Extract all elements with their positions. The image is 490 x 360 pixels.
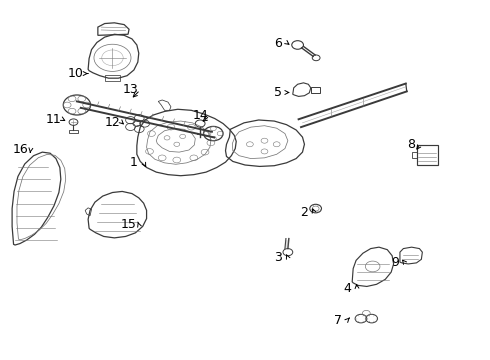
Text: 4: 4 [343, 283, 351, 296]
Text: 1: 1 [130, 156, 138, 169]
Bar [311, 87, 319, 93]
Text: 3: 3 [274, 251, 282, 264]
Text: 15: 15 [121, 218, 137, 231]
Text: 13: 13 [122, 84, 138, 96]
Text: 12: 12 [104, 116, 121, 129]
Text: 2: 2 [300, 206, 308, 219]
Text: 5: 5 [274, 86, 282, 99]
Bar [412, 153, 416, 158]
Text: 6: 6 [274, 37, 282, 50]
Text: 14: 14 [192, 109, 208, 122]
Bar [105, 75, 120, 81]
Text: 7: 7 [334, 314, 342, 327]
Text: 10: 10 [68, 67, 83, 80]
Text: 16: 16 [13, 143, 29, 156]
Text: 9: 9 [391, 256, 399, 269]
Bar [69, 130, 78, 133]
Text: 11: 11 [46, 113, 62, 126]
Text: 8: 8 [407, 138, 415, 151]
Bar [416, 145, 438, 165]
